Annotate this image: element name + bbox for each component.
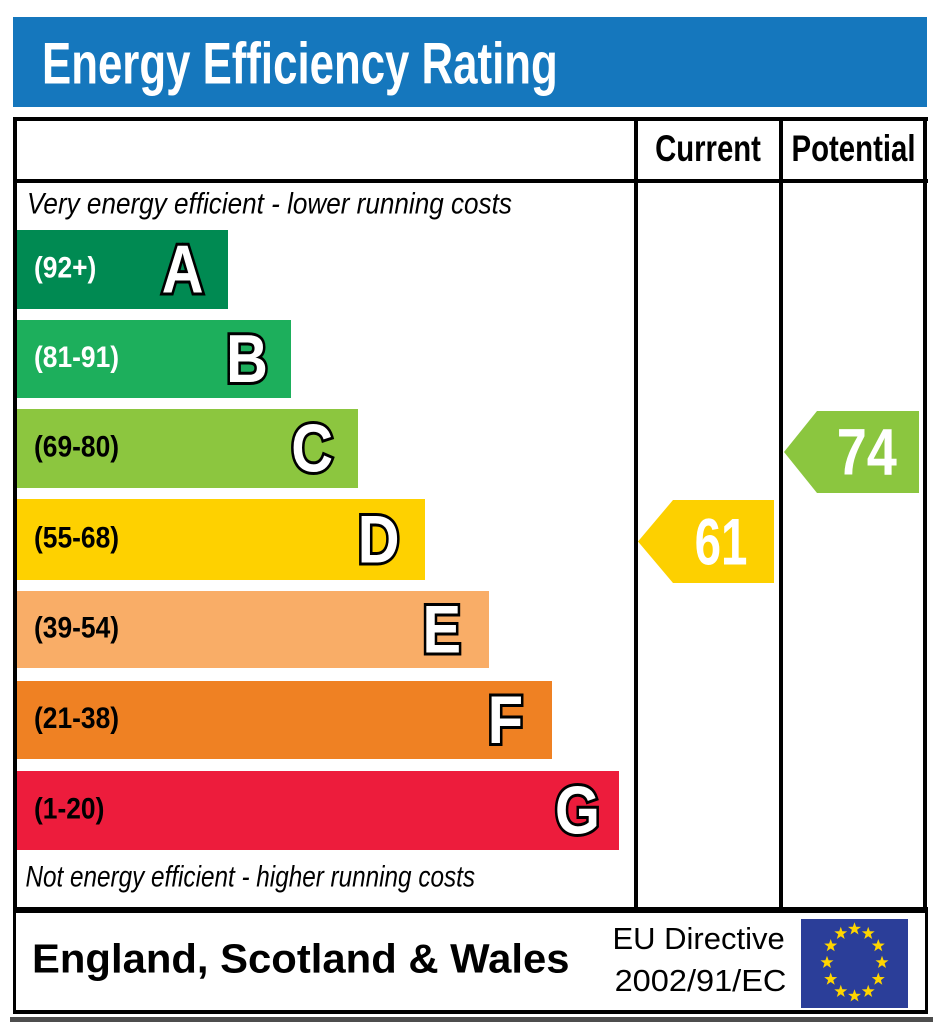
svg-text:A: A [162, 232, 204, 307]
svg-text:England, Scotland & Wales: England, Scotland & Wales [32, 936, 569, 982]
svg-text:(39-54): (39-54) [34, 610, 119, 644]
svg-text:74: 74 [837, 414, 898, 488]
svg-text:D: D [358, 502, 400, 577]
svg-text:EU Directive: EU Directive [612, 921, 784, 956]
svg-text:B: B [226, 321, 268, 396]
svg-text:Current: Current [655, 129, 761, 170]
svg-text:(81-91): (81-91) [34, 339, 119, 373]
svg-text:61: 61 [695, 506, 748, 579]
svg-text:Not energy efficient - higher: Not energy efficient - higher running co… [26, 859, 476, 893]
svg-text:C: C [291, 411, 333, 486]
svg-text:G: G [555, 773, 600, 848]
svg-text:E: E [422, 592, 461, 667]
svg-text:(69-80): (69-80) [34, 429, 119, 463]
svg-text:(1-20): (1-20) [34, 791, 104, 825]
svg-text:(21-38): (21-38) [34, 700, 119, 734]
svg-text:Very energy efficient - lower: Very energy efficient - lower running co… [27, 187, 512, 220]
svg-text:(92+): (92+) [34, 250, 96, 284]
svg-text:Energy Efficiency Rating: Energy Efficiency Rating [42, 30, 558, 95]
svg-text:F: F [488, 682, 523, 757]
svg-text:(55-68): (55-68) [34, 520, 119, 554]
svg-text:Potential: Potential [792, 129, 916, 170]
svg-text:2002/91/EC: 2002/91/EC [615, 963, 787, 998]
